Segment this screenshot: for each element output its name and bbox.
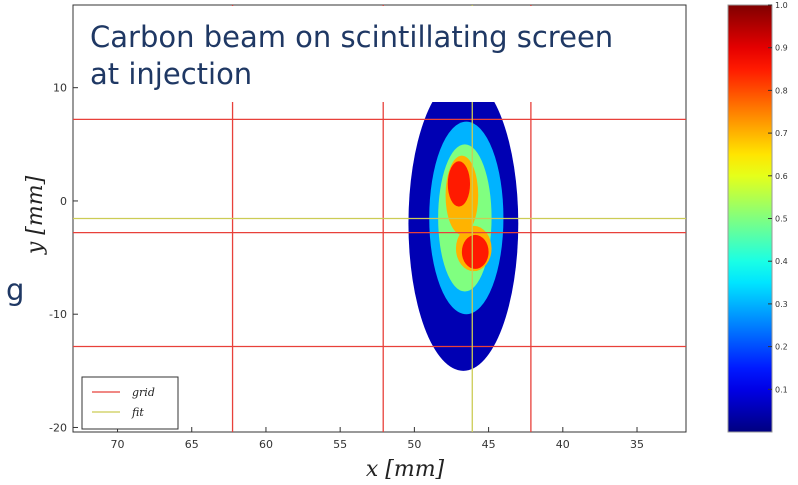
x-tick-label: 70 <box>111 438 125 451</box>
colorbar-tick-label: 0.1 <box>775 385 788 394</box>
chart-title: Carbon beam on scintillating screen <box>90 20 613 54</box>
x-tick-label: 65 <box>185 438 199 451</box>
y-tick-label: 0 <box>60 195 67 208</box>
x-tick-label: 60 <box>259 438 273 451</box>
colorbar-tick-label: 0.9 <box>775 44 788 53</box>
x-tick-label: 45 <box>482 438 496 451</box>
colorbar-tick-label: 1.0 <box>775 1 788 10</box>
y-tick-label: -20 <box>49 421 67 434</box>
legend-box <box>82 377 178 429</box>
x-tick-label: 40 <box>556 438 570 451</box>
colorbar-tick-label: 0.4 <box>775 257 788 266</box>
y-tick-label: -10 <box>49 308 67 321</box>
x-tick-label: 50 <box>407 438 421 451</box>
y-tick-label: 10 <box>53 82 67 95</box>
chart-title: at injection <box>90 57 252 91</box>
colorbar-tick-label: 0.2 <box>775 343 788 352</box>
side-fragment: g <box>6 273 24 307</box>
x-axis-label: x [mm] <box>366 457 445 482</box>
colorbar-tick-label: 0.3 <box>775 300 788 309</box>
page: g x [mm] y [mm] 70 65 60 55 50 45 40 35 -20 -10 0 1… <box>0 0 798 485</box>
intensity-contour <box>462 235 489 269</box>
legend-label: grid <box>132 386 155 399</box>
colorbar <box>728 5 772 432</box>
legend-label: fit <box>131 406 144 419</box>
colorbar-tick-label: 0.5 <box>775 215 788 224</box>
colorbar-tick-label: 0.6 <box>775 172 788 181</box>
colorbar-tick-label: 0.8 <box>775 86 788 95</box>
y-axis-label: y [mm] <box>23 175 48 255</box>
intensity-contour <box>448 161 470 206</box>
x-tick-label: 35 <box>630 438 644 451</box>
colorbar-tick-label: 0.7 <box>775 129 788 138</box>
chart: g x [mm] y [mm] 70 65 60 55 50 45 40 35 -20 -10 0 1… <box>0 0 798 485</box>
x-tick-label: 55 <box>333 438 347 451</box>
